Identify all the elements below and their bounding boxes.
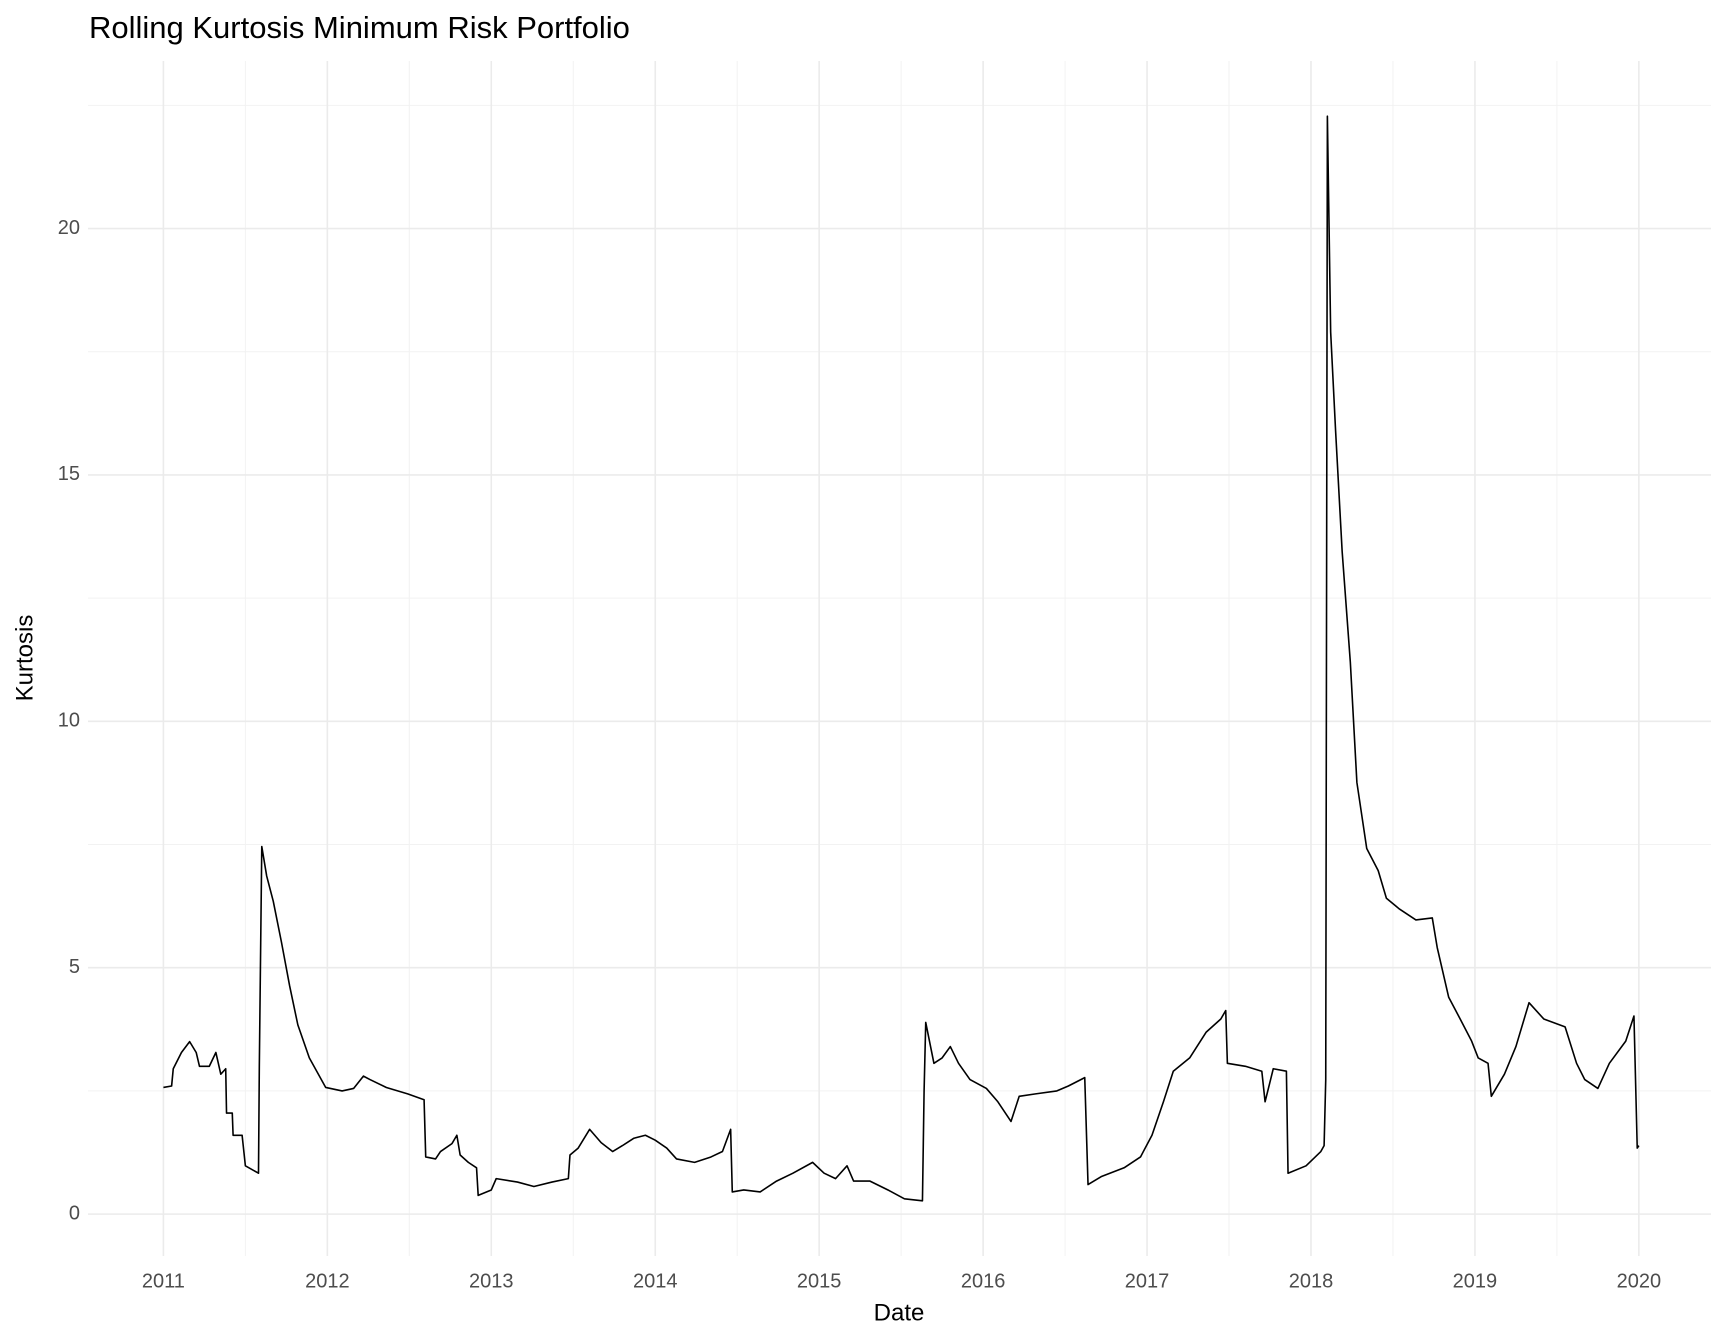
y-axis-label: Kurtosis: [11, 615, 38, 702]
x-tick-label: 2016: [961, 1270, 1006, 1292]
x-tick-label: 2020: [1617, 1270, 1662, 1292]
y-tick-label: 10: [58, 710, 80, 732]
x-tick-label: 2015: [797, 1270, 842, 1292]
x-tick-label: 2011: [142, 1270, 185, 1292]
y-tick-label: 0: [69, 1202, 80, 1224]
line-series: [163, 115, 1640, 1202]
y-tick-label: 15: [58, 463, 80, 485]
x-tick-label: 2013: [469, 1270, 514, 1292]
x-tick-label: 2012: [305, 1270, 350, 1292]
y-tick-label: 5: [69, 956, 80, 978]
grid: [88, 61, 1711, 1256]
chart-title: Rolling Kurtosis Minimum Risk Portfolio: [89, 10, 630, 45]
y-tick-label: 20: [58, 217, 80, 239]
x-axis-label: Date: [874, 1299, 925, 1326]
x-tick-label: 2017: [1125, 1270, 1170, 1292]
x-tick-label: 2019: [1453, 1270, 1498, 1292]
x-tick-label: 2014: [633, 1270, 678, 1292]
x-tick-label: 2018: [1289, 1270, 1334, 1292]
